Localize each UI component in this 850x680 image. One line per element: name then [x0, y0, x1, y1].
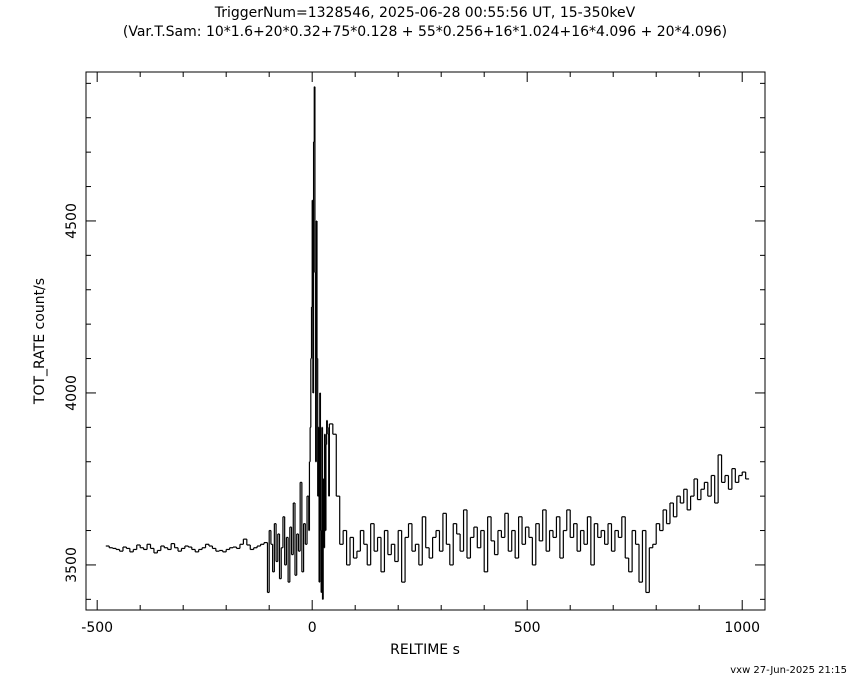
x-tick-label: 1000: [724, 620, 760, 636]
plot-frame: [85, 71, 766, 611]
chart-title: TriggerNum=1328546, 2025-06-28 00:55:56 …: [214, 5, 636, 21]
x-tick-label: 500: [514, 620, 541, 636]
y-tick-label: 4000: [64, 375, 80, 411]
x-tick-label: -500: [81, 620, 113, 636]
chart-subtitle: (Var.T.Sam: 10*1.6+20*0.32+75*0.128 + 55…: [123, 24, 727, 40]
x-axis-label: RELTIME s: [390, 642, 460, 658]
y-axis-label: TOT_RATE count/s: [32, 278, 48, 405]
x-tick-label: 0: [308, 620, 317, 636]
footer: vxw 27-Jun-2025 21:15: [730, 665, 847, 676]
y-tick-label: 3500: [64, 547, 80, 583]
y-tick-label: 4500: [64, 203, 80, 239]
step-riser: [108, 86, 747, 600]
